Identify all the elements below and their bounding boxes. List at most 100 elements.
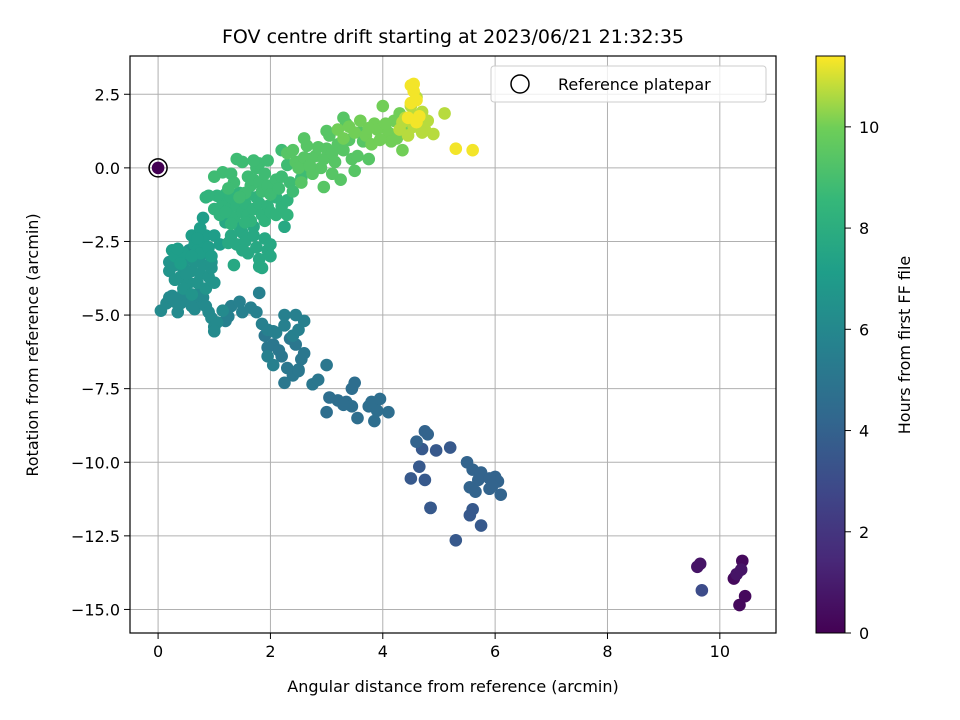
data-point — [693, 557, 707, 571]
data-point — [438, 107, 451, 120]
colorbar: 0 2 4 6 8 10 Hours from first FF file — [815, 55, 914, 643]
data-point — [292, 363, 305, 376]
colorbar-tick-label: 10 — [859, 118, 879, 137]
data-point — [328, 155, 342, 169]
data-point — [292, 161, 305, 175]
y-tick-label: −5.0 — [81, 306, 120, 325]
data-point — [424, 501, 437, 515]
colorbar-tick-label: 6 — [859, 320, 869, 339]
data-point — [348, 164, 361, 178]
data-point — [368, 414, 381, 428]
data-point — [238, 216, 252, 229]
y-tick-label: 2.5 — [95, 85, 120, 104]
data-point — [348, 126, 361, 139]
data-point — [469, 485, 482, 498]
data-point — [250, 305, 263, 319]
data-point — [325, 167, 339, 181]
y-tick-label: −2.5 — [81, 232, 120, 251]
colorbar-tick-label: 4 — [859, 422, 869, 441]
data-points — [154, 77, 752, 612]
data-point — [261, 341, 274, 354]
data-point — [471, 473, 485, 487]
data-point — [233, 191, 246, 204]
y-axis-ticks: 2.5 0.0 −2.5 −5.0 −7.5 −10.0 −12.5 −15.0 — [71, 85, 130, 619]
data-point — [494, 488, 508, 501]
data-point — [323, 391, 336, 404]
x-tick-label: 4 — [378, 642, 388, 661]
data-point — [466, 503, 479, 516]
legend-reference-marker — [510, 74, 530, 94]
data-point — [202, 189, 215, 203]
data-point — [320, 405, 333, 419]
data-point — [379, 117, 392, 131]
data-point — [382, 405, 395, 419]
legend-entry-reference-platepar: Reference platepar — [558, 75, 711, 94]
data-point — [222, 236, 235, 250]
data-point — [207, 276, 221, 289]
data-point — [174, 257, 187, 270]
y-tick-label: −10.0 — [71, 453, 120, 472]
x-axis-ticks: 0 2 4 6 8 10 — [153, 633, 730, 661]
x-tick-label: 8 — [602, 642, 612, 661]
data-point — [278, 376, 291, 390]
data-point — [286, 185, 300, 198]
data-point — [404, 472, 418, 485]
data-point — [185, 299, 199, 313]
reference-marker — [148, 158, 168, 178]
reference-point — [151, 161, 165, 175]
data-point — [410, 435, 423, 448]
colorbar-gradient — [815, 55, 846, 634]
data-point — [193, 221, 207, 235]
data-point — [250, 241, 263, 254]
chart-title: FOV centre drift starting at 2023/06/21 … — [222, 26, 684, 48]
data-point — [278, 319, 291, 332]
data-point — [337, 143, 350, 157]
data-point — [168, 273, 182, 287]
y-tick-label: −15.0 — [71, 600, 120, 619]
x-tick-label: 0 — [153, 642, 163, 661]
data-point — [412, 110, 426, 123]
data-point — [252, 286, 266, 300]
data-point — [320, 358, 333, 372]
data-point — [266, 358, 280, 372]
x-tick-label: 2 — [265, 642, 275, 661]
data-point — [412, 460, 426, 473]
data-point — [474, 519, 488, 532]
data-point — [415, 126, 429, 139]
data-point — [264, 238, 277, 251]
data-point — [266, 324, 280, 338]
data-point — [233, 295, 246, 309]
y-tick-label: −7.5 — [81, 380, 120, 399]
x-axis-label: Angular distance from reference (arcmin) — [287, 677, 618, 696]
data-point — [345, 382, 359, 395]
data-point — [258, 167, 272, 181]
data-point — [297, 132, 311, 145]
data-point — [227, 258, 241, 272]
x-tick-label: 6 — [490, 642, 500, 661]
data-point — [354, 114, 367, 128]
data-point — [407, 77, 420, 91]
data-point — [311, 373, 325, 387]
data-point — [219, 205, 232, 219]
data-point — [373, 133, 387, 147]
data-point — [205, 249, 218, 263]
colorbar-tick-label: 8 — [859, 219, 869, 238]
reference-marker-group — [148, 158, 168, 178]
data-point — [171, 242, 185, 256]
data-point — [376, 99, 390, 113]
data-point — [373, 392, 387, 406]
data-point — [286, 143, 300, 157]
colorbar-ticks: 0 2 4 6 8 10 — [845, 118, 879, 643]
data-point — [317, 180, 331, 194]
data-point — [264, 249, 277, 263]
data-point — [272, 182, 286, 195]
data-point — [165, 289, 179, 303]
data-point — [449, 142, 463, 156]
data-point — [295, 176, 308, 189]
data-point — [216, 304, 229, 317]
data-point — [224, 217, 238, 231]
data-point — [289, 308, 303, 322]
colorbar-tick-label: 2 — [859, 523, 869, 542]
data-point — [486, 479, 499, 493]
